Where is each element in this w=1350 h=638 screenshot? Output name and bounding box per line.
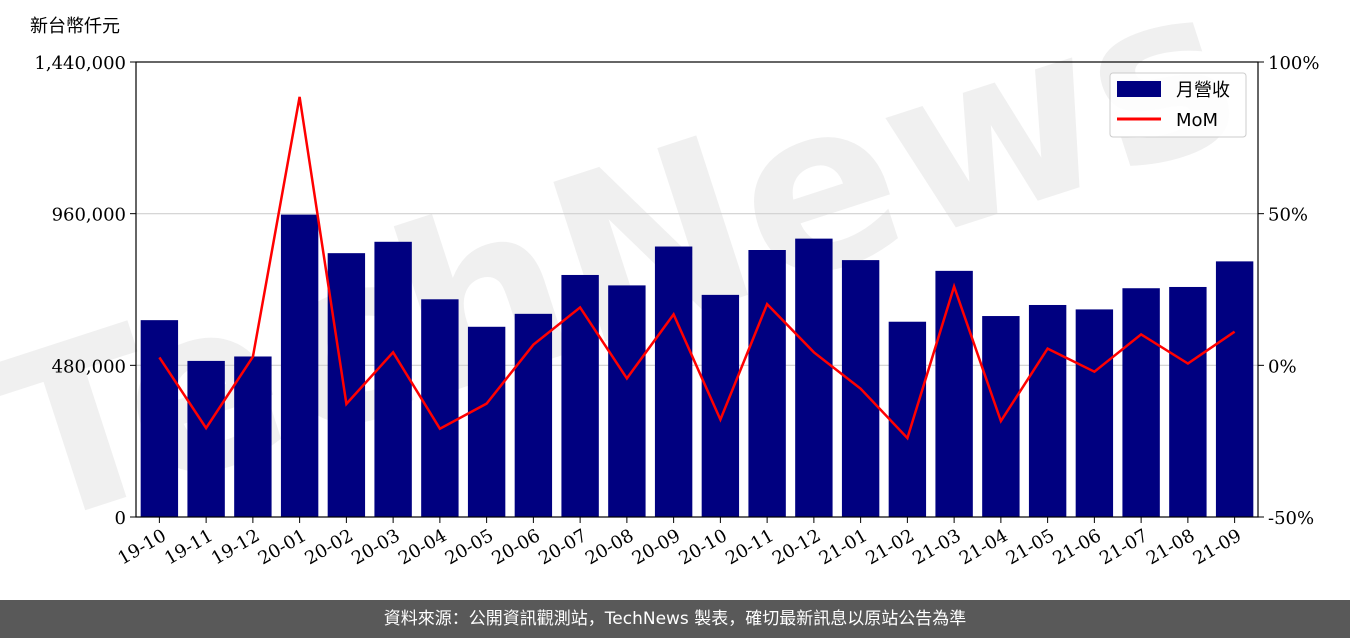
x-tick-label-20-06: 20-06 bbox=[488, 525, 543, 569]
bar-20-07 bbox=[561, 274, 599, 517]
x-tick-label-21-02: 21-02 bbox=[862, 525, 917, 569]
left-tick-label-1: 480,000 bbox=[52, 356, 126, 377]
y-axis-unit-label: 新台幣仟元 bbox=[30, 16, 120, 37]
plot-frame bbox=[135, 61, 1259, 518]
x-tick-label-20-03: 20-03 bbox=[348, 525, 403, 569]
bar-21-02 bbox=[888, 321, 927, 517]
right-tick-label-0: -50% bbox=[1268, 508, 1314, 529]
bar-20-03 bbox=[374, 241, 412, 517]
bar-20-01 bbox=[280, 214, 319, 518]
x-tick-label-20-08: 20-08 bbox=[582, 525, 637, 569]
bar-21-04 bbox=[982, 316, 1020, 517]
legend-label-mom: MoM bbox=[1176, 110, 1218, 131]
bar-21-07 bbox=[1122, 288, 1160, 517]
legend-bar-swatch bbox=[1117, 81, 1161, 97]
x-tick-label-21-05: 21-05 bbox=[1003, 525, 1058, 569]
right-tick-label-1: 0% bbox=[1268, 356, 1297, 377]
bar-20-02 bbox=[327, 253, 366, 517]
bar-20-05 bbox=[467, 326, 506, 517]
x-tick-label-20-01: 20-01 bbox=[255, 525, 310, 569]
left-tick-label-3: 1,440,000 bbox=[34, 53, 126, 74]
x-tick-label-20-12: 20-12 bbox=[769, 525, 824, 569]
legend: 月營收 MoM bbox=[1109, 72, 1247, 138]
mom-line bbox=[158, 96, 1236, 441]
line-series bbox=[158, 96, 1236, 441]
x-tick-label-21-06: 21-06 bbox=[1049, 525, 1104, 569]
bar-20-11 bbox=[748, 250, 786, 517]
bar-21-08 bbox=[1169, 286, 1207, 517]
bar-20-08 bbox=[608, 285, 646, 517]
x-tick-label-21-03: 21-03 bbox=[909, 525, 964, 569]
left-tick-label-0: 0 bbox=[115, 508, 126, 529]
bar-series bbox=[140, 214, 1254, 518]
x-tick-label-20-05: 20-05 bbox=[442, 525, 497, 569]
bar-21-05 bbox=[1028, 304, 1067, 517]
right-tick-label-3: 100% bbox=[1268, 53, 1319, 74]
x-tick-label-21-04: 21-04 bbox=[956, 525, 1011, 569]
x-tick-label-21-07: 21-07 bbox=[1096, 525, 1151, 569]
bar-21-03 bbox=[935, 270, 973, 517]
bar-19-12 bbox=[234, 356, 272, 517]
left-tick-label-2: 960,000 bbox=[52, 205, 126, 226]
right-axis: -50% 0% 50% 100% bbox=[1258, 53, 1319, 529]
bar-20-06 bbox=[514, 313, 553, 517]
bar-19-10 bbox=[140, 320, 179, 517]
x-tick-label-20-04: 20-04 bbox=[395, 525, 450, 569]
x-tick-label-20-07: 20-07 bbox=[535, 525, 590, 569]
x-axis: 19-1019-1119-1220-0120-0220-0320-0420-05… bbox=[114, 517, 1245, 569]
right-tick-label-2: 50% bbox=[1268, 205, 1308, 226]
x-tick-label-20-02: 20-02 bbox=[301, 525, 356, 569]
x-tick-label-21-09: 21-09 bbox=[1190, 525, 1245, 569]
bar-20-12 bbox=[795, 238, 833, 517]
x-tick-label-19-12: 19-12 bbox=[208, 525, 263, 569]
legend-label-revenue: 月營收 bbox=[1176, 80, 1230, 101]
bar-21-06 bbox=[1075, 309, 1114, 517]
bar-20-10 bbox=[701, 294, 740, 517]
x-tick-label-20-10: 20-10 bbox=[675, 525, 730, 569]
x-tick-label-20-11: 20-11 bbox=[722, 525, 777, 569]
x-tick-label-21-01: 21-01 bbox=[816, 525, 871, 569]
x-tick-label-21-08: 21-08 bbox=[1143, 525, 1198, 569]
bar-21-09 bbox=[1215, 261, 1254, 517]
source-footer: 資料來源：公開資訊觀測站，TechNews 製表，確切最新訊息以原站公告為準 bbox=[0, 600, 1350, 638]
left-axis: 0 480,000 960,000 1,440,000 bbox=[34, 53, 136, 529]
x-tick-label-20-09: 20-09 bbox=[629, 525, 684, 569]
bar-19-11 bbox=[187, 360, 225, 517]
bar-20-09 bbox=[654, 246, 693, 517]
